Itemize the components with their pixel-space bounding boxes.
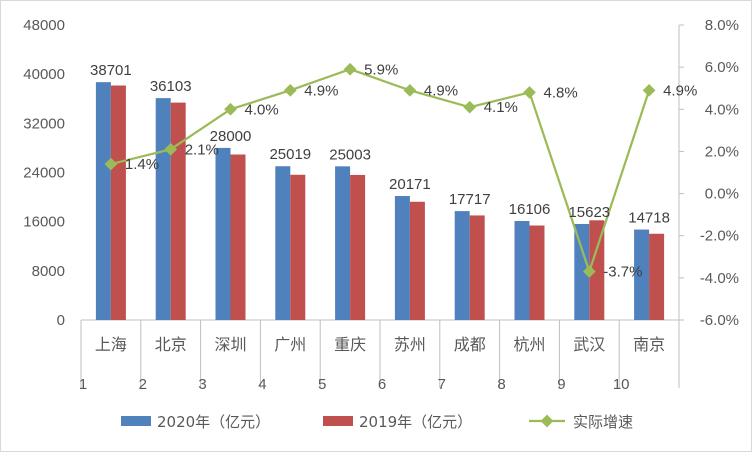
growth-value-label: 5.9%	[364, 61, 398, 78]
left-axis-tick-label: 32000	[23, 115, 65, 132]
growth-value-label: 4.9%	[663, 82, 697, 99]
bars	[95, 82, 665, 321]
growth-point-marker	[283, 83, 297, 97]
growth-point-marker	[463, 100, 477, 114]
legend-label-2020: 2020年（亿元）	[157, 413, 270, 431]
bar-2020-value-label: 38701	[90, 62, 132, 79]
legend: 2020年（亿元） 2019年（亿元） 实际增速	[121, 413, 633, 431]
growth-point-marker	[642, 83, 656, 97]
growth-point-marker	[104, 157, 118, 171]
right-axis-tick-label: 4.0%	[705, 101, 739, 118]
growth-value-label: 4.1%	[484, 99, 518, 116]
category-index-label: 6	[378, 376, 386, 393]
bar-2019	[110, 85, 126, 320]
right-axis-tick-label: -6.0%	[700, 312, 739, 329]
category-index-label: 7	[438, 376, 446, 393]
right-axis-tick-label: 2.0%	[705, 143, 739, 160]
bar-2019	[409, 201, 425, 320]
bar-2020-value-label: 17717	[449, 191, 491, 208]
legend-label-growth: 实际增速	[573, 413, 633, 431]
category-index-label: 5	[318, 376, 326, 393]
category-label: 北京	[155, 335, 187, 354]
bar-2019	[230, 154, 246, 320]
category-index-label: 8	[497, 376, 505, 393]
left-axis-tick-label: 48000	[23, 17, 65, 34]
bar-2019	[529, 225, 545, 320]
growth-point-marker	[523, 86, 536, 99]
bar-2020-value-label: 25019	[269, 146, 311, 163]
bar-2020	[95, 82, 111, 320]
bar-2020	[514, 221, 530, 320]
bar-2019	[350, 174, 366, 320]
axes: 0 8000 16000 24000 32000 40000 48000 -6.0% -4.0%…	[23, 17, 739, 393]
category-label: 杭州	[513, 335, 545, 354]
right-axis-tick-label: 0.0%	[705, 186, 739, 203]
bar-2020	[574, 223, 590, 320]
bar-2020	[394, 196, 410, 320]
left-axis-tick-label: 40000	[23, 66, 65, 83]
bar-2020	[634, 229, 650, 320]
bar-2019	[649, 233, 665, 320]
bar-2019	[170, 102, 186, 321]
category-index-label: 3	[198, 376, 206, 393]
bar-2020	[454, 211, 470, 320]
bar-2020-value-label: 14718	[628, 210, 670, 227]
category-label: 上海	[95, 335, 127, 354]
bar-2020	[155, 98, 171, 321]
category-label: 成都	[454, 335, 486, 354]
growth-value-label: -3.7%	[603, 264, 642, 281]
bar-2019	[469, 215, 485, 320]
category-label: 广州	[274, 335, 306, 354]
legend-label-2019: 2019年（亿元）	[359, 413, 472, 431]
category-index-label: 9	[557, 376, 565, 393]
category-index-label: 4	[258, 376, 266, 393]
bar-2020	[335, 166, 351, 320]
category-index-label: 1	[79, 376, 87, 393]
growth-point-marker	[403, 83, 417, 97]
growth-value-label: 4.8%	[544, 84, 578, 101]
category-label: 重庆	[334, 335, 366, 354]
bar-2019	[290, 174, 306, 320]
bar-2020-value-label: 25003	[329, 146, 371, 163]
bar-2020-value-label: 15623	[568, 204, 610, 221]
category-index-label: 10	[613, 376, 630, 393]
growth-point-marker	[164, 142, 178, 156]
growth-value-label: 4.9%	[424, 82, 458, 99]
growth-value-label: 2.1%	[185, 141, 219, 158]
bar-2020	[275, 166, 291, 320]
legend-swatch-2019	[323, 416, 353, 426]
category-label: 苏州	[394, 335, 426, 354]
bar-2019	[589, 220, 605, 320]
right-axis-tick-label: 8.0%	[705, 17, 739, 34]
category-label: 南京	[633, 335, 665, 354]
bar-2020-value-label: 16106	[509, 201, 551, 218]
legend-swatch-2020	[121, 416, 151, 426]
bar-2020	[215, 147, 231, 320]
category-label: 武汉	[573, 335, 605, 354]
bar-2020-value-label: 20171	[389, 176, 431, 193]
growth-value-label: 1.4%	[125, 156, 159, 173]
category-label: 深圳	[214, 335, 246, 354]
growth-value-label: 4.9%	[304, 82, 338, 99]
bar-2020-value-label: 28000	[210, 128, 252, 145]
right-axis-tick-label: 6.0%	[705, 59, 739, 76]
right-axis-tick-label: -4.0%	[700, 270, 739, 287]
left-axis-tick-label: 24000	[23, 165, 65, 182]
bar-2020-value-label: 36103	[150, 78, 192, 95]
growth-point-marker	[343, 62, 357, 76]
category-index-label: 2	[139, 376, 147, 393]
growth-line-path	[110, 68, 651, 276]
growth-point-marker	[224, 102, 237, 116]
left-axis-tick-label: 16000	[23, 214, 65, 231]
right-axis-tick-label: -2.0%	[700, 228, 739, 245]
growth-value-label: 4.0%	[245, 101, 279, 118]
left-axis-tick-label: 8000	[32, 263, 65, 280]
data-labels: 38701 36103 28000 25019 25003 20171 17717 16106…	[90, 61, 697, 280]
legend-marker-growth	[540, 414, 554, 428]
growth-line	[104, 62, 656, 278]
left-axis-tick-label: 0	[57, 312, 65, 329]
